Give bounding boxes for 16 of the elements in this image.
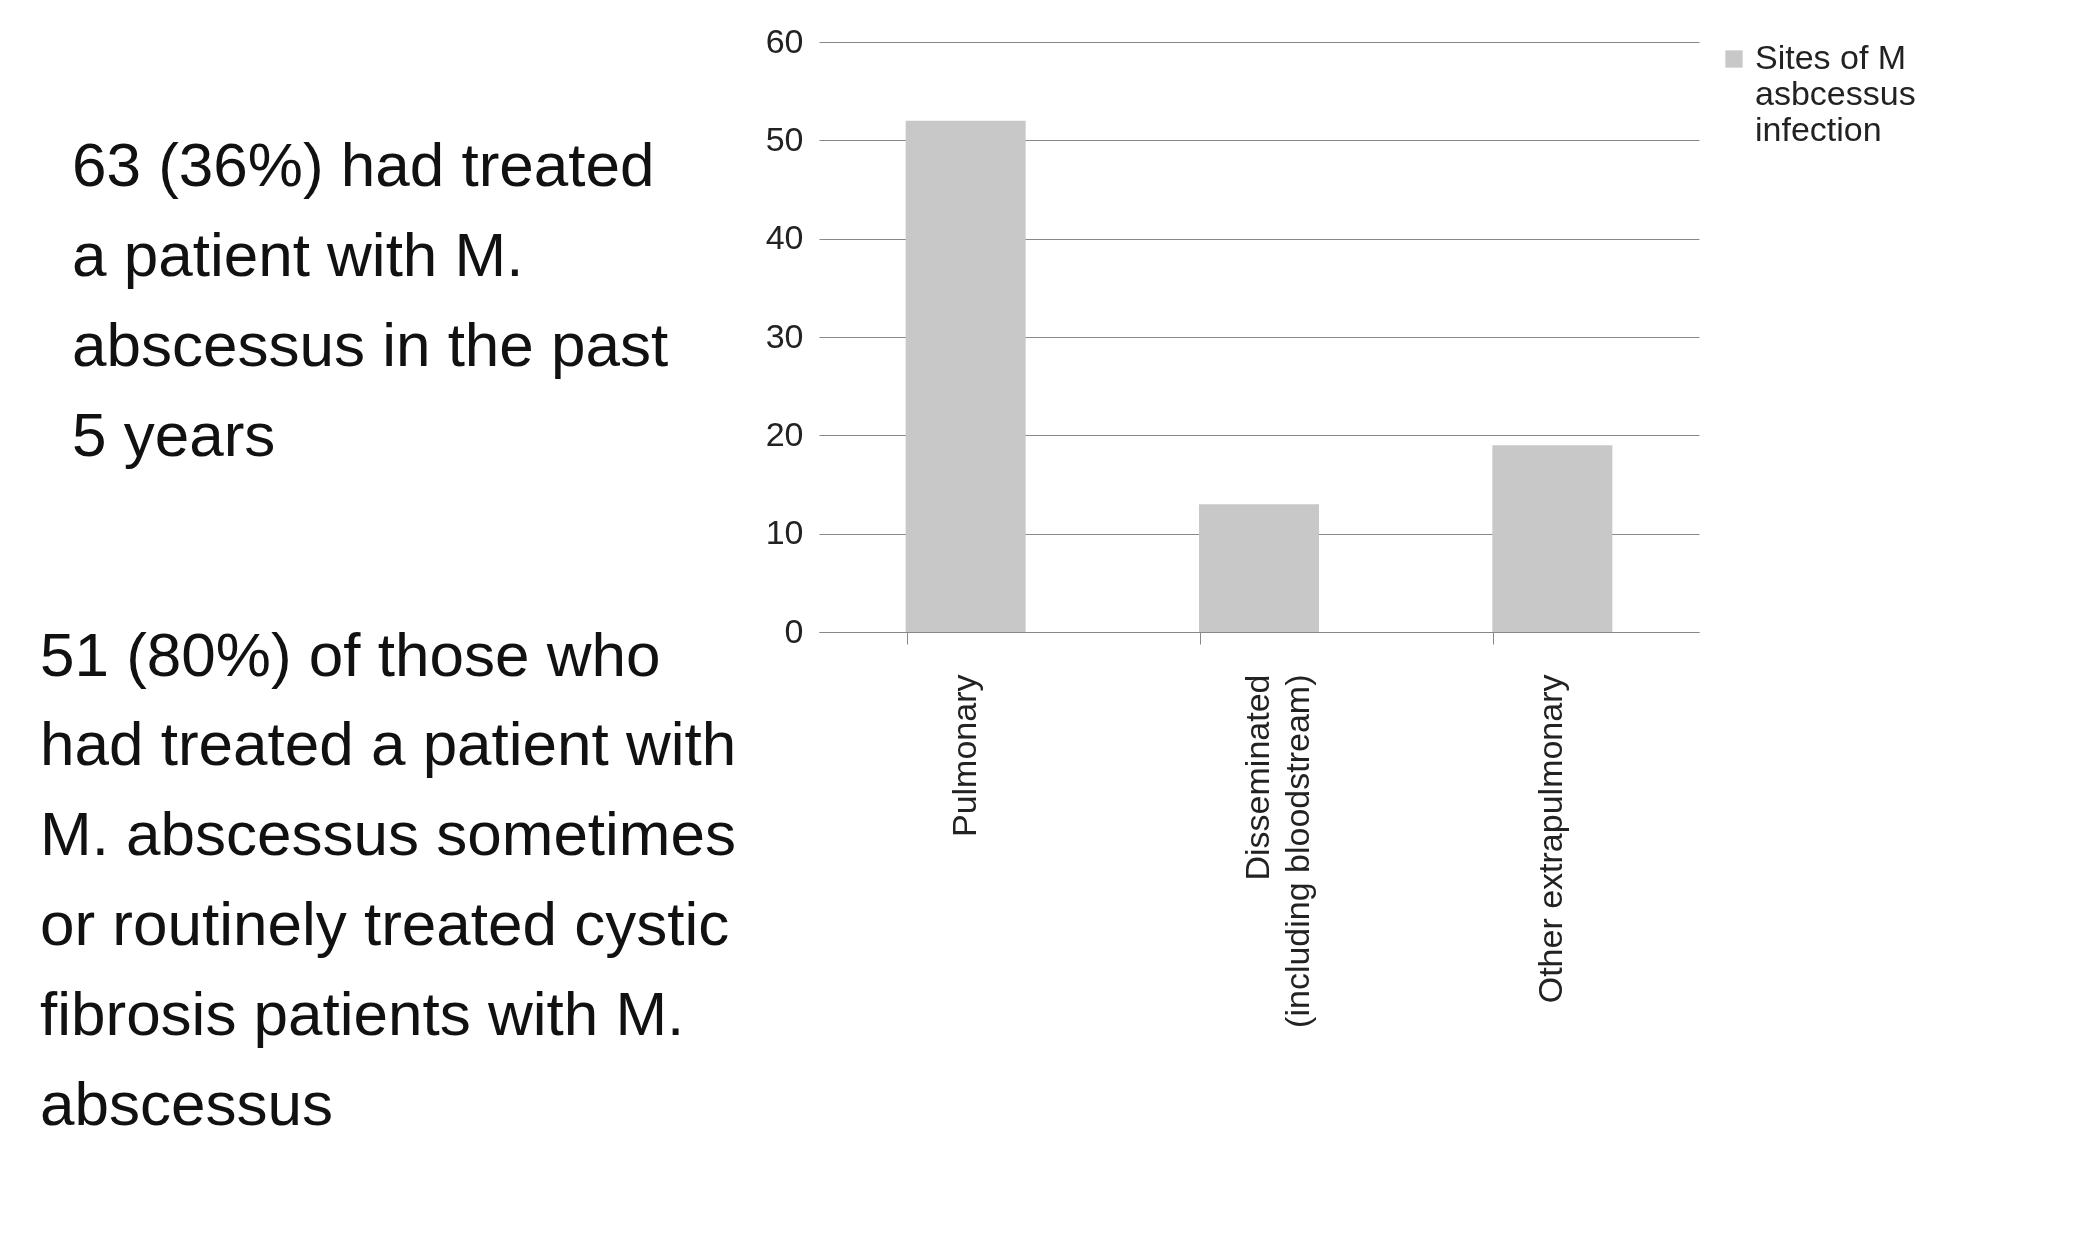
y-tick-label: 50 bbox=[765, 119, 804, 158]
text: 51 (80%) of those who had treated a patient with M. abscessus sometimes or routinely treated cystic fibrosis patients with M. abscessus bbox=[40, 618, 738, 1140]
y-tick-label: 60 bbox=[765, 21, 804, 60]
y-tick-label: 20 bbox=[765, 414, 804, 453]
x-tick-label: Disseminated (including bloodstream) bbox=[1238, 674, 1316, 1028]
x-tick-label: Other extrapulmonary bbox=[1531, 674, 1570, 1004]
y-tick-label: 10 bbox=[765, 513, 804, 552]
y-tick-label: 0 bbox=[784, 611, 804, 650]
bar bbox=[1199, 504, 1319, 632]
bar bbox=[905, 120, 1026, 632]
x-tick-label: Pulmonary bbox=[944, 674, 983, 838]
text: 63 (36%) had treated a patient with M. abscessus in the past 5 years bbox=[72, 129, 670, 471]
bar bbox=[1492, 445, 1613, 632]
y-tick-label: 40 bbox=[765, 218, 804, 257]
y-tick-label: 30 bbox=[765, 316, 804, 355]
legend-label: Sites of M asbcessus infection bbox=[1755, 38, 1916, 148]
